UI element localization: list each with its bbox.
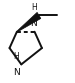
Text: N: N xyxy=(30,19,37,28)
Text: H: H xyxy=(13,52,19,61)
Text: N: N xyxy=(13,68,20,77)
Polygon shape xyxy=(17,12,41,32)
Text: H: H xyxy=(31,3,37,12)
